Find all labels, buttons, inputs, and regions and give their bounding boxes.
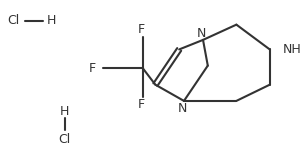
Text: N: N	[196, 27, 206, 40]
Text: H: H	[60, 105, 69, 118]
Text: F: F	[137, 98, 145, 111]
Text: Cl: Cl	[59, 133, 71, 146]
Text: N: N	[177, 102, 187, 115]
Text: H: H	[47, 14, 56, 27]
Text: NH: NH	[283, 43, 302, 56]
Text: F: F	[137, 23, 145, 36]
Text: Cl: Cl	[7, 14, 19, 27]
Text: F: F	[89, 62, 96, 75]
